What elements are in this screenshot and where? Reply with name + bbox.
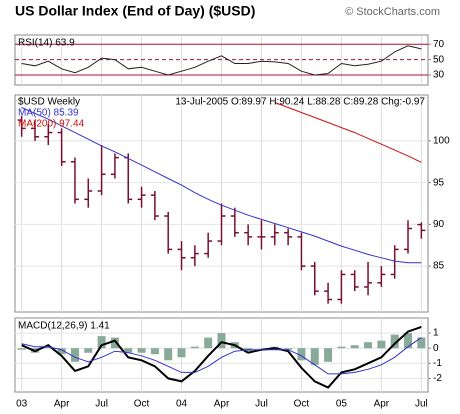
annotation: 13-Jul-2005 O:89.97 H:90.24 L:88.28 C:89… — [175, 97, 425, 108]
macd-title: MACD(12,26,9) 1.41 — [18, 321, 110, 332]
histogram-bar — [217, 333, 226, 349]
histogram-bar — [310, 348, 319, 365]
x-tick-label: Apr — [374, 399, 390, 410]
y-tick-label: 85 — [433, 261, 445, 272]
series-line — [21, 325, 422, 389]
y-tick-label: 50 — [433, 54, 445, 65]
rsi-title: RSI(14) 63.9 — [18, 38, 75, 49]
y-tick-label: 100 — [433, 136, 450, 147]
rsi-line — [21, 45, 422, 76]
histogram-bar — [324, 348, 333, 362]
y-tick-label: 1 — [433, 328, 439, 339]
chart-title: US Dollar Index (End of Day) ($USD) — [15, 3, 255, 19]
histogram-bar — [390, 334, 399, 349]
x-tick-label: Apr — [214, 399, 230, 410]
series-line — [21, 337, 422, 375]
histogram-bar — [350, 345, 359, 349]
histogram-bar — [204, 337, 213, 349]
histogram-bar — [364, 342, 373, 349]
y-tick-label: -2 — [433, 373, 442, 384]
moving-average — [274, 102, 422, 163]
histogram-bar — [84, 348, 93, 353]
moving-average — [21, 107, 422, 264]
histogram-bar — [190, 346, 199, 349]
histogram-bar — [150, 348, 159, 355]
histogram-bar — [57, 348, 66, 355]
x-tick-label: Oct — [294, 399, 310, 410]
legend-entry: MA(50) 85.39 — [18, 108, 79, 119]
histogram-bar — [377, 340, 386, 349]
histogram-bar — [297, 348, 306, 361]
histogram-bar — [337, 346, 346, 349]
x-tick-label: 04 — [176, 399, 188, 410]
x-tick-label: Jul — [255, 399, 268, 410]
histogram-bar — [177, 348, 186, 358]
histogram-bar — [164, 348, 173, 361]
y-tick-label: 95 — [433, 177, 445, 188]
y-tick-label: 70 — [433, 39, 445, 50]
subtitle: $USD Weekly — [18, 97, 80, 108]
y-tick-label: 30 — [433, 70, 445, 81]
y-tick-label: 90 — [433, 219, 445, 230]
x-tick-label: 03 — [16, 399, 28, 410]
y-tick-label: -1 — [433, 358, 442, 369]
legend-entry: MA(200) 97.44 — [18, 119, 85, 130]
x-tick-label: Oct — [134, 399, 150, 410]
histogram-bar — [137, 348, 146, 353]
histogram-bar — [97, 336, 106, 349]
x-tick-label: 05 — [336, 399, 348, 410]
y-tick-label: 0 — [433, 343, 439, 354]
histogram-bar — [17, 348, 26, 350]
marks — [17, 45, 426, 389]
credit: © StockCharts.com — [345, 6, 440, 18]
histogram-bar — [44, 346, 53, 349]
x-tick-label: Jul — [415, 399, 428, 410]
histogram-bar — [404, 333, 413, 349]
histogram-bar — [417, 337, 426, 349]
histogram-bar — [70, 348, 79, 362]
histogram-bar — [284, 348, 293, 350]
x-tick-label: Jul — [95, 399, 108, 410]
histogram-bar — [110, 337, 119, 349]
histogram-bar — [124, 348, 133, 353]
x-tick-label: Apr — [54, 399, 70, 410]
